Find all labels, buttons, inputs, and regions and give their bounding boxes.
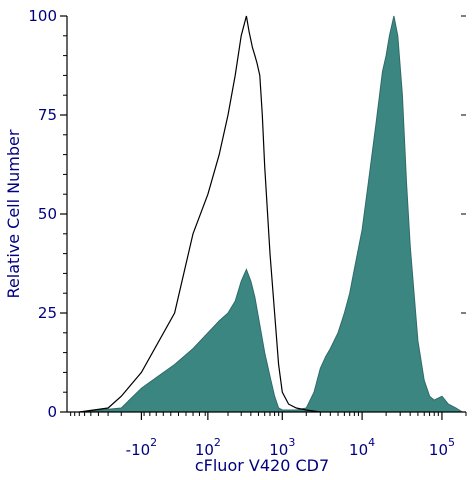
y-tick-label: 0 <box>47 403 57 421</box>
x-tick-label: 103 <box>269 436 295 459</box>
y-tick-label: 25 <box>38 304 57 322</box>
y-axis-ticks: 0 25 50 75 100 <box>28 7 466 421</box>
y-tick-label: 75 <box>38 106 57 124</box>
series-2-outline-histogram <box>79 15 321 413</box>
x-tick-label: 102 <box>195 436 221 459</box>
x-axis-ticks: -102 102 103 104 105 <box>70 412 467 459</box>
y-tick-label: 100 <box>28 7 57 25</box>
x-axis-title: cFluor V420 CD7 <box>195 456 329 475</box>
x-tick-label: 105 <box>429 436 455 459</box>
plot-area: 0 25 50 75 100 -102 102 103 104 105 <box>28 7 467 459</box>
y-axis-title: Relative Cell Number <box>4 129 23 298</box>
x-tick-label: -102 <box>126 436 158 459</box>
y-tick-label: 50 <box>38 205 57 223</box>
series-1-filled-histogram <box>79 15 465 413</box>
series-layer <box>79 15 465 413</box>
x-tick-label: 104 <box>349 436 375 459</box>
